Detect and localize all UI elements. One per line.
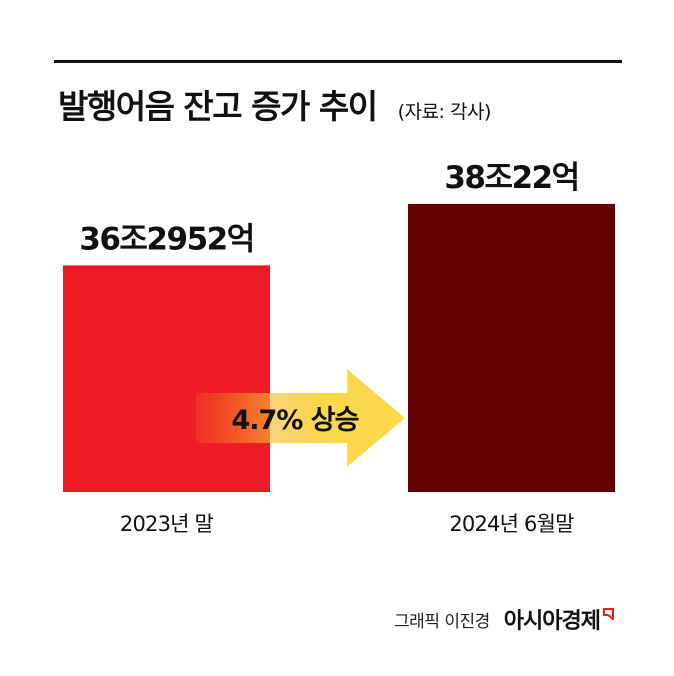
publisher-logo-mark-icon [603,605,614,622]
bar-1 [408,203,615,492]
data-label-1: 38조22억 [444,160,578,196]
bar-0 [63,265,270,492]
top-rule [54,60,622,63]
publisher-logo-text: 아시아경제 [503,609,601,634]
data-label-0: 36조2952억 [79,221,253,257]
chart-title: 발행어음 잔고 증가 추이 [58,87,378,126]
growth-annotation: 4.7% 상승 [232,405,359,436]
chart-source: (자료: 각사) [397,101,492,123]
category-label-1: 2024년 6월말 [449,512,574,536]
credit-row: 그래픽 이진경 아시아경제 [394,603,614,635]
graphic-credit: 그래픽 이진경 [394,611,490,632]
title-row: 발행어음 잔고 증가 추이 (자료: 각사) [58,80,491,128]
growth-arrow [196,369,405,467]
category-label-0: 2023년 말 [120,512,214,536]
